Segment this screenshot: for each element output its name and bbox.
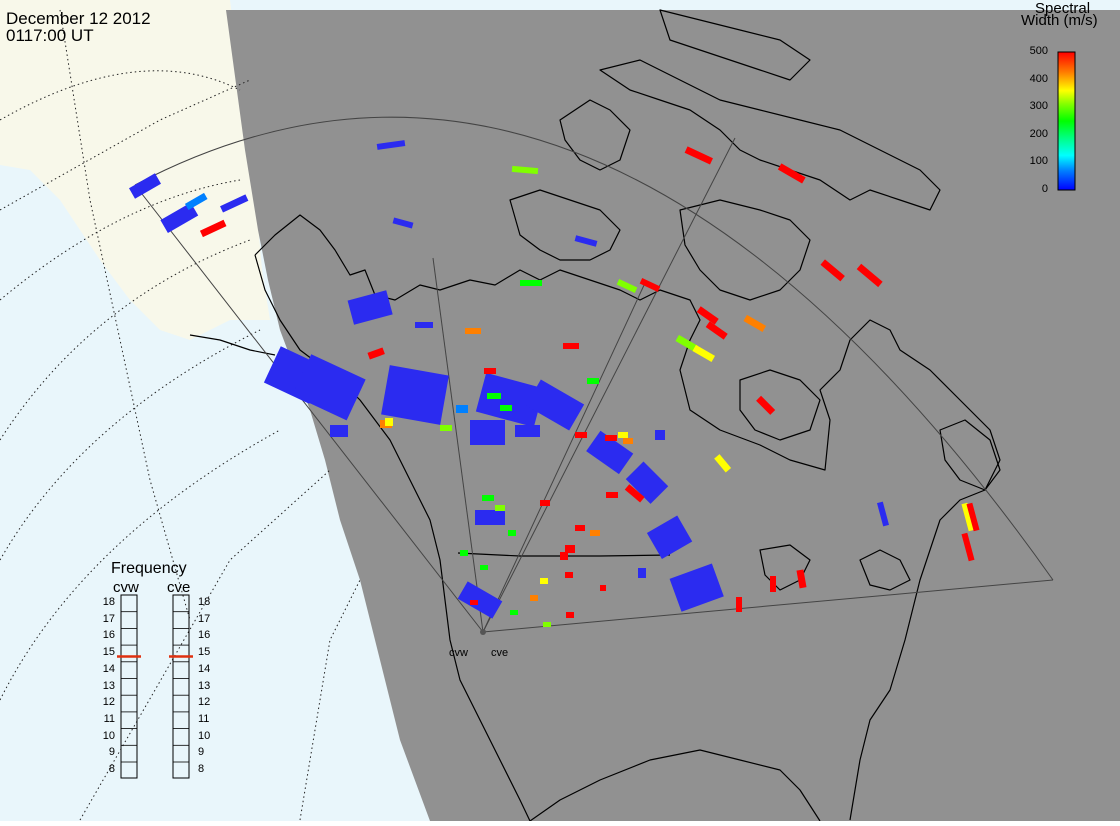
frequency-tick-right-16: 16: [198, 629, 211, 642]
plot-date: December 12 2012: [6, 9, 151, 28]
colorbar-title-line2: Width (m/s): [1021, 12, 1098, 29]
colorbar-tick-200: 200: [1029, 127, 1048, 140]
frequency-tick-right-9: 9: [198, 746, 205, 759]
frequency-tick-left-11: 11: [103, 712, 115, 725]
frequency-tick-left-17: 17: [102, 612, 115, 625]
frequency-tick-right-11: 11: [198, 712, 210, 725]
frequency-tick-left-10: 10: [102, 729, 115, 742]
coordinate-grid: [0, 9, 361, 821]
frequency-title: Frequency: [111, 560, 187, 577]
frequency-tick-left-14: 14: [102, 662, 115, 675]
frequency-tick-left-12: 12: [102, 696, 115, 709]
night-region: [226, 10, 1120, 821]
frequency-gauge-cve: [172, 594, 190, 779]
frequency-gauges: [117, 594, 193, 779]
daylight-land: [0, 0, 270, 340]
frequency-channel-cve: cve: [167, 579, 191, 596]
radar-label-cvw: cvw: [449, 647, 468, 659]
coastlines: [189, 9, 1001, 822]
colorbar-tick-500: 500: [1029, 45, 1048, 57]
frequency-tick-left-18: 18: [102, 596, 115, 608]
frequency-tick-right-12: 12: [198, 696, 211, 709]
colorbar-title-line1: Spectral: [1035, 0, 1091, 17]
frequency-tick-left-13: 13: [102, 679, 115, 692]
ground-scatter: [129, 140, 890, 619]
radar-site-marker: [480, 629, 486, 635]
radar-label-cve: cve: [491, 647, 508, 659]
frequency-tick-right-13: 13: [198, 679, 211, 692]
frequency-tick-left-16: 16: [102, 629, 115, 642]
frequency-tick-left-9: 9: [108, 746, 115, 759]
frequency-tick-right-18: 18: [198, 596, 211, 608]
colorbar-tick-400: 400: [1029, 72, 1048, 85]
frequency-tick-right-10: 10: [198, 729, 211, 742]
frequency-tick-left-15: 15: [102, 646, 115, 659]
frequency-channel-cvw: cvw: [113, 579, 139, 596]
frequency-tick-right-14: 14: [198, 662, 211, 675]
frequency-tick-left-8: 8: [108, 763, 115, 775]
colorbar-tick-100: 100: [1029, 155, 1048, 168]
colorbar-tick-0: 0: [1041, 183, 1048, 195]
colorbar-tick-300: 300: [1029, 100, 1048, 113]
frequency-tick-right-17: 17: [198, 612, 211, 625]
frequency-tick-right-15: 15: [198, 646, 211, 659]
colorbar-scale: [1057, 51, 1076, 191]
frequency-tick-right-8: 8: [198, 763, 205, 775]
plot-time: 0117:00 UT: [6, 26, 94, 45]
frequency-gauge-cvw: [120, 594, 138, 779]
radar-fov-outlines: [134, 116, 1054, 633]
ionospheric-echoes: [184, 146, 980, 627]
